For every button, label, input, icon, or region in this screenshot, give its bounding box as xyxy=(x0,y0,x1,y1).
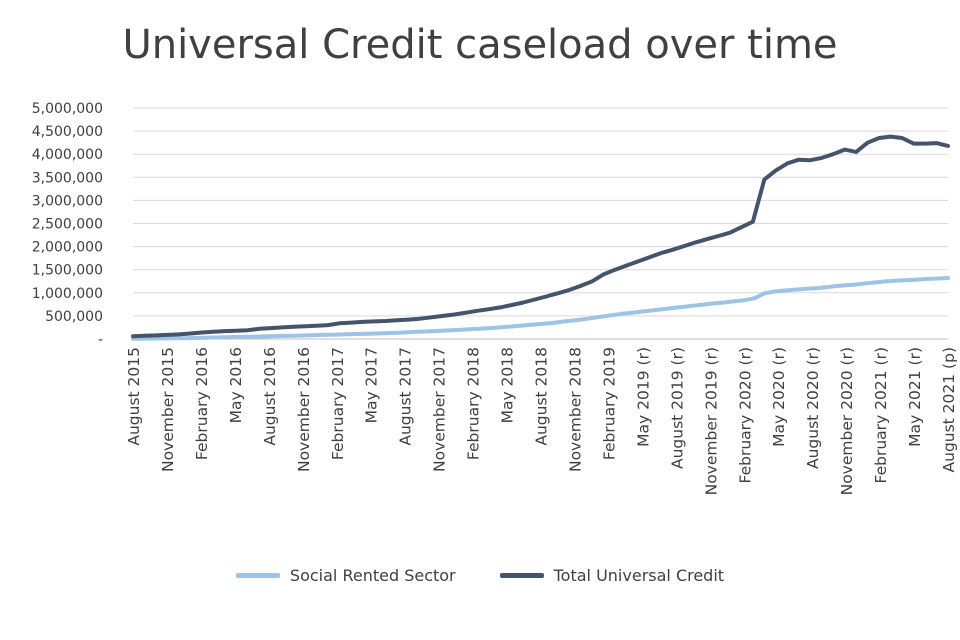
series-line-total-uc xyxy=(131,134,950,339)
x-tick-label: November 2019 (r) xyxy=(702,347,720,495)
y-tick-label: 500,000 xyxy=(45,309,103,325)
x-tick-label: May 2021 (r) xyxy=(906,347,924,447)
x-tick-label: August 2021 (p) xyxy=(940,347,958,472)
y-tick-label: - xyxy=(98,332,103,348)
x-tick-label: February 2018 xyxy=(465,347,483,460)
y-tick-label: 2,000,000 xyxy=(32,240,103,256)
series-line-social-rented xyxy=(131,276,950,341)
x-tick-label: May 2020 (r) xyxy=(770,347,788,447)
y-tick-label: 1,500,000 xyxy=(32,263,103,279)
x-tick-label: May 2017 xyxy=(363,347,381,423)
x-tick-label: August 2015 xyxy=(125,347,143,446)
legend-label-total-uc: Total Universal Credit xyxy=(553,566,725,585)
chart-legend: Social Rented Sector Total Universal Cre… xyxy=(0,566,960,585)
x-tick-label: February 2021 (r) xyxy=(872,347,890,483)
y-tick-label: 2,500,000 xyxy=(32,217,103,233)
chart-title: Universal Credit caseload over time xyxy=(122,22,838,68)
legend-item-total-uc: Total Universal Credit xyxy=(499,566,725,585)
x-tick-label: May 2018 xyxy=(499,347,517,423)
x-tick-label: February 2016 xyxy=(193,347,211,460)
x-tick-label: August 2018 xyxy=(533,347,551,446)
x-tick-label: August 2017 xyxy=(397,347,415,446)
legend-item-social-rented: Social Rented Sector xyxy=(235,566,456,585)
x-tick-label: February 2017 xyxy=(329,347,347,460)
y-tick-label: 3,500,000 xyxy=(32,170,103,186)
y-tick-label: 4,500,000 xyxy=(32,124,103,140)
x-tick-label: November 2018 xyxy=(566,347,584,472)
x-tick-label: May 2019 (r) xyxy=(634,347,652,447)
legend-swatch-social-rented xyxy=(235,573,280,578)
y-tick-label: 3,000,000 xyxy=(32,193,103,209)
legend-swatch-total-uc xyxy=(499,573,544,578)
y-tick-label: 1,000,000 xyxy=(32,286,103,302)
x-tick-label: August 2016 xyxy=(261,347,279,446)
x-tick-label: August 2020 (r) xyxy=(804,347,822,469)
x-tick-label: February 2019 xyxy=(600,347,618,460)
x-tick-label: November 2015 xyxy=(159,347,177,472)
y-tick-label: 4,000,000 xyxy=(32,147,103,163)
x-tick-label: August 2019 (r) xyxy=(668,347,686,469)
y-tick-label: 5,000,000 xyxy=(32,101,103,117)
x-tick-label: May 2016 xyxy=(227,347,245,423)
x-tick-label: November 2016 xyxy=(295,347,313,472)
legend-label-social-rented: Social Rented Sector xyxy=(289,566,456,585)
x-tick-label: February 2020 (r) xyxy=(736,347,754,483)
x-tick-label: November 2017 xyxy=(431,347,449,472)
x-tick-label: November 2020 (r) xyxy=(838,347,856,495)
